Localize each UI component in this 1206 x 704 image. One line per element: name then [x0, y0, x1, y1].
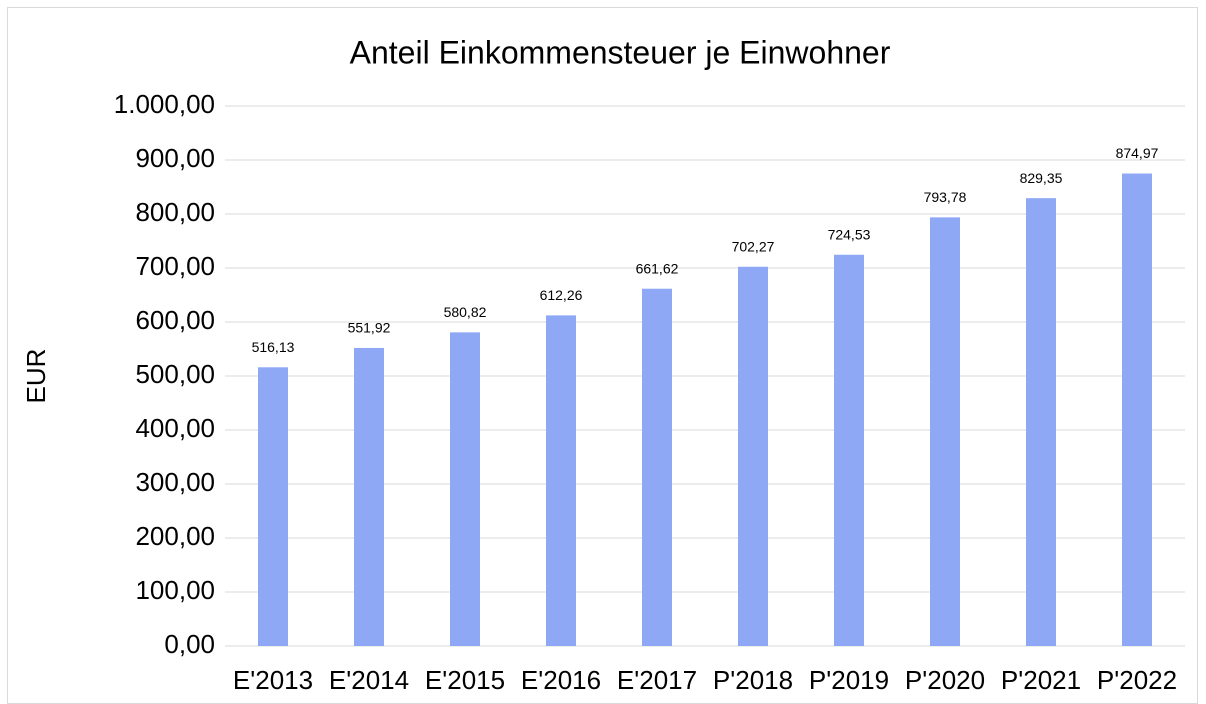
y-tick-label: 500,00 [135, 359, 215, 389]
data-label: 724,53 [828, 226, 871, 242]
y-tick-label: 0,00 [164, 629, 215, 659]
y-tick-label: 1.000,00 [114, 89, 215, 119]
bar [258, 367, 288, 646]
y-tick-label: 700,00 [135, 251, 215, 281]
y-tick-label: 600,00 [135, 305, 215, 335]
data-label: 612,26 [540, 287, 583, 303]
bar [930, 217, 960, 646]
x-tick-label: P'2020 [905, 665, 985, 695]
y-tick-label: 900,00 [135, 143, 215, 173]
data-label: 702,27 [732, 238, 775, 254]
data-label: 829,35 [1020, 170, 1063, 186]
x-tick-label: E'2016 [521, 665, 601, 695]
x-tick-label: E'2013 [233, 665, 313, 695]
y-tick-label: 300,00 [135, 467, 215, 497]
chart-title: Anteil Einkommensteuer je Einwohner [350, 34, 891, 70]
data-label: 580,82 [444, 304, 487, 320]
chart-border [7, 7, 1198, 704]
bar [546, 315, 576, 646]
bar [834, 254, 864, 647]
data-label: 516,13 [252, 339, 295, 355]
x-tick-label: P'2021 [1001, 665, 1081, 695]
data-label: 661,62 [636, 260, 679, 276]
x-tick-label: E'2017 [617, 665, 697, 695]
data-label: 874,97 [1116, 145, 1159, 161]
x-tick-label: P'2022 [1097, 665, 1177, 695]
bar [1026, 198, 1056, 646]
data-label: 793,78 [924, 189, 967, 205]
y-tick-label: 200,00 [135, 521, 215, 551]
x-tick-label: P'2019 [809, 665, 889, 695]
bar [642, 288, 672, 646]
data-label: 551,92 [348, 320, 391, 336]
y-axis-label: EUR [21, 349, 51, 404]
y-tick-label: 100,00 [135, 575, 215, 605]
bar [450, 332, 480, 646]
x-tick-label: E'2014 [329, 665, 409, 695]
bar [354, 347, 384, 646]
x-tick-label: P'2018 [713, 665, 793, 695]
x-tick-label: E'2015 [425, 665, 505, 695]
y-tick-label: 400,00 [135, 413, 215, 443]
bar [738, 266, 768, 646]
bar [1122, 173, 1152, 646]
y-tick-label: 800,00 [135, 197, 215, 227]
